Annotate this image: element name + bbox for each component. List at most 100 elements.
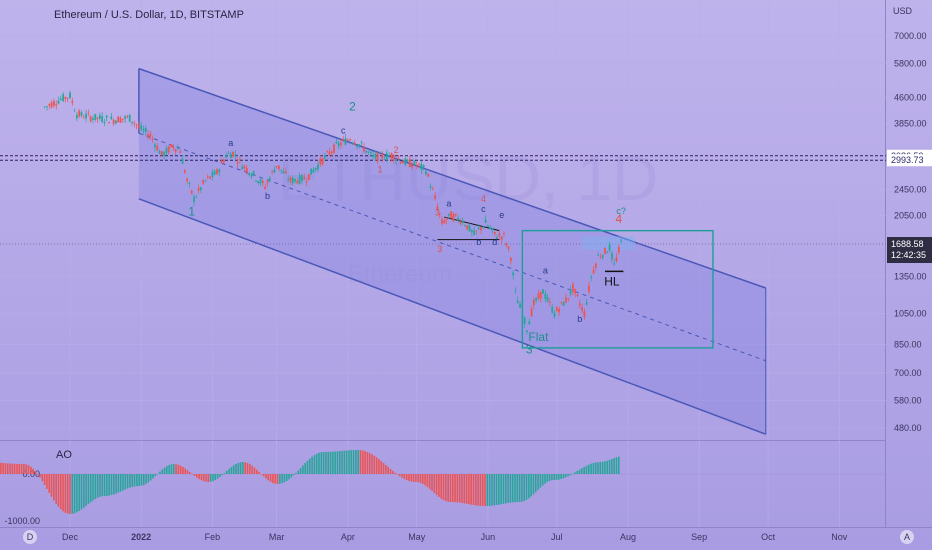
- ao-bar: [401, 474, 403, 478]
- candle-body: [340, 142, 342, 146]
- candle-body: [425, 171, 427, 175]
- candle-body: [216, 169, 218, 175]
- candle-body: [234, 154, 237, 157]
- ao-bar: [403, 474, 406, 479]
- candle-body: [220, 161, 223, 163]
- ao-bar: [149, 474, 152, 481]
- candle-body: [434, 195, 437, 199]
- candle-body: [170, 144, 172, 148]
- corner-button-left[interactable]: D: [23, 530, 37, 544]
- price-axis[interactable]: 7000.00 5800.00 4600.00 3850.00 2450.00 2050.…: [893, 6, 927, 433]
- ao-bar: [228, 468, 230, 474]
- candle-body: [337, 142, 340, 147]
- ao-bar: [479, 474, 482, 506]
- candle-body: [252, 171, 255, 175]
- candle-body: [491, 227, 494, 231]
- ao-bar: [394, 472, 396, 474]
- candle-body: [526, 330, 528, 332]
- candle-body: [551, 306, 554, 313]
- candle-body: [330, 151, 333, 153]
- candle-body: [69, 92, 71, 99]
- range-box-rect: [521, 229, 714, 349]
- ao-bar: [507, 474, 509, 503]
- time-axis[interactable]: Dec 2022 Feb Mar Apr May Jun Jul Aug Sep Oct Nov: [62, 532, 848, 542]
- candle-body: [493, 231, 496, 234]
- candle-body: [82, 117, 85, 119]
- ao-bar: [318, 452, 320, 474]
- ao-bar: [558, 474, 560, 480]
- ao-bar: [166, 466, 168, 474]
- ao-bar: [364, 451, 366, 474]
- candle-body: [606, 252, 609, 254]
- ao-bar: [599, 462, 602, 474]
- candle-body: [383, 158, 386, 160]
- candle-body: [537, 293, 540, 299]
- x-tick-label: Nov: [831, 532, 848, 542]
- ao-bar: [368, 453, 371, 474]
- candle-body: [239, 158, 241, 160]
- candle-body: [588, 285, 590, 292]
- candle-body: [147, 134, 149, 138]
- ao-bar: [502, 474, 505, 504]
- ao-bar: [581, 468, 583, 474]
- candle-body: [149, 133, 152, 137]
- wave-label-minor: 4: [481, 194, 486, 204]
- ao-bar: [202, 474, 205, 482]
- ao-bar: [521, 474, 523, 502]
- ao-bar: [544, 474, 546, 484]
- ao-bar: [329, 451, 332, 474]
- ao-bar: [601, 461, 604, 474]
- candle-body: [156, 145, 159, 151]
- ao-bar: [57, 474, 60, 507]
- ao-bar: [96, 474, 99, 498]
- candle-body: [388, 155, 391, 156]
- candle-body: [310, 168, 313, 175]
- ao-bar: [509, 474, 512, 503]
- candle-body: [193, 196, 195, 203]
- ao-bar: [320, 452, 323, 474]
- ao-bar: [468, 474, 470, 505]
- candle-body: [344, 138, 347, 145]
- candle-body: [441, 219, 443, 224]
- ao-bar: [172, 464, 175, 474]
- ao-bar: [216, 474, 219, 479]
- ao-bar: [46, 474, 48, 489]
- candle-body: [163, 151, 166, 157]
- candle-body: [144, 128, 147, 132]
- candle-body: [399, 161, 402, 164]
- ao-bar: [343, 450, 346, 474]
- wave-label-minor: 1: [377, 165, 382, 175]
- current-price-tag-text: 1688.58: [891, 239, 924, 249]
- candle-body: [188, 182, 191, 184]
- candle-body: [46, 106, 48, 107]
- candle-body: [98, 115, 101, 119]
- wave-label-minor: a: [228, 138, 233, 148]
- ao-bar: [138, 474, 140, 486]
- ao-bar: [219, 474, 221, 477]
- ao-bar: [225, 470, 228, 474]
- ao-bar: [421, 474, 424, 484]
- candle-body: [519, 303, 521, 308]
- ao-bar: [285, 474, 288, 481]
- candle-body: [227, 152, 230, 154]
- ao-bar: [362, 450, 364, 474]
- ao-bar: [442, 474, 445, 501]
- ao-bar: [373, 455, 376, 474]
- ao-bar: [410, 474, 413, 482]
- ao-bar: [89, 474, 92, 503]
- corner-button-right[interactable]: A: [900, 530, 914, 544]
- ao-bar: [486, 474, 489, 506]
- candle-body: [468, 225, 471, 232]
- candle-body: [374, 153, 377, 159]
- ao-bar: [170, 464, 173, 474]
- candle-body: [406, 159, 409, 162]
- ao-bar: [124, 474, 127, 490]
- candle-body: [53, 101, 55, 106]
- ao-bar: [525, 474, 528, 500]
- ao-bar: [237, 462, 240, 474]
- candle-body: [367, 151, 370, 153]
- x-tick-label: Mar: [269, 532, 285, 542]
- ao-bar: [78, 474, 81, 512]
- x-tick-label: Dec: [62, 532, 79, 542]
